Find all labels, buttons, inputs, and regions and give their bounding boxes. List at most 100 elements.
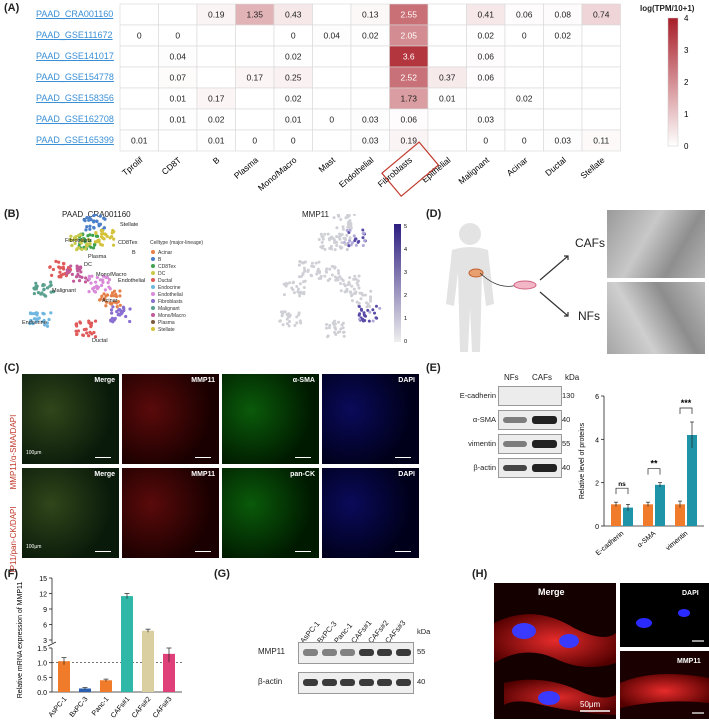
umap-point	[89, 325, 93, 329]
umap-point	[87, 277, 91, 281]
bar	[687, 435, 697, 526]
umap-point	[51, 290, 56, 294]
umap-expression-point	[349, 243, 353, 247]
x-tick: CAFs#2	[131, 696, 153, 720]
umap-expression-point	[285, 282, 289, 286]
umap-expression-point	[295, 284, 299, 288]
umap-cluster-label: Stellate	[120, 222, 138, 228]
heatmap-cell-value: 0.19	[400, 136, 417, 146]
umap-point	[58, 270, 62, 274]
umap-point	[98, 298, 102, 302]
umap-expression-point	[333, 266, 337, 270]
x-tick: CAFs#3	[152, 696, 174, 720]
legend-swatch	[151, 306, 155, 310]
dataset-link[interactable]: PAAD_GSE158356	[36, 93, 114, 103]
heatmap-cell-value: 0.06	[400, 115, 417, 125]
umap-point	[86, 237, 91, 242]
umap-point	[75, 248, 79, 252]
umap-point	[97, 224, 101, 228]
if-tile-title: α-SMA	[292, 377, 315, 384]
umap-expression-point	[357, 304, 361, 308]
umap-point	[78, 266, 82, 270]
umap-expression-point	[316, 267, 320, 271]
umap-point	[49, 311, 53, 315]
cafs-label: CAFs	[575, 236, 605, 250]
umap-expression-point	[356, 279, 360, 283]
heatmap-cell	[543, 45, 583, 68]
umap-expression-point	[312, 265, 316, 269]
heatmap-cell-value: 0.01	[169, 115, 186, 125]
umap-expression-point	[352, 214, 356, 217]
kda-label: kDa	[565, 373, 580, 382]
dataset-link[interactable]: PAAD_GSE111672	[36, 30, 113, 40]
heatmap-cell	[235, 45, 275, 68]
umap-point	[28, 321, 32, 326]
umap-point	[118, 303, 122, 307]
umap-point	[75, 332, 79, 336]
heatmap-cell-value: 0.37	[439, 73, 456, 83]
umap-point	[95, 275, 99, 280]
umap-point	[94, 231, 98, 235]
umap-expression-point	[345, 228, 349, 232]
umap-expression-point	[325, 323, 329, 327]
umap-point	[77, 246, 81, 250]
heatmap-colorbar-title: log(TPM/10+1)	[640, 4, 695, 13]
umap-expression-point	[337, 271, 341, 275]
dataset-link[interactable]: PAAD_GSE141017	[36, 51, 114, 61]
heatmap-cell	[543, 87, 583, 110]
dataset-link[interactable]: PAAD_GSE154778	[36, 72, 114, 82]
umap-expression-point	[301, 280, 305, 284]
umap-expression-point	[299, 321, 303, 325]
bar	[142, 630, 154, 692]
blot-row-label: β-actin	[473, 463, 496, 472]
umap-expression-point	[303, 260, 307, 264]
umap-point	[95, 240, 99, 244]
umap-expression-point	[336, 214, 340, 217]
colorbar-tick: 2	[684, 78, 689, 87]
umap-expression-point	[323, 274, 327, 278]
celltype-label: Endothelial	[337, 155, 376, 190]
umap-expression-point	[280, 314, 284, 318]
umap-expression-point	[349, 294, 353, 298]
umap-expression-point	[317, 237, 321, 241]
human-body-silhouette	[446, 223, 494, 352]
umap-point	[50, 273, 54, 277]
umap-expression-point	[334, 327, 338, 331]
heatmap-cell	[119, 45, 159, 68]
umap-expression-point	[302, 266, 306, 270]
dataset-link[interactable]: PAAD_GSE162708	[36, 114, 114, 124]
umap-point	[57, 275, 61, 279]
bar	[121, 596, 133, 692]
umap-expression-point	[338, 330, 342, 334]
heatmap-cell	[350, 87, 390, 110]
dataset-link[interactable]: PAAD_CRA001160	[36, 9, 114, 19]
umap-expression-point	[361, 228, 365, 232]
umap-legend-item: Endocrine	[158, 285, 181, 291]
y-tick: 0.0	[37, 690, 47, 697]
kda-label: kDa	[417, 627, 431, 636]
dataset-link[interactable]: PAAD_GSE165399	[36, 135, 114, 145]
blot-band-strip	[498, 458, 562, 478]
umap-expression-point	[338, 275, 342, 279]
umap-point	[61, 265, 65, 269]
umap-expression-point	[292, 291, 296, 295]
row2-side-label: MMP11/pan-CK/DAPI	[9, 506, 18, 572]
heatmap-cell-value: 0.04	[169, 52, 186, 62]
umap-point	[87, 218, 91, 222]
umap-expression-point	[281, 310, 285, 314]
legend-swatch	[151, 285, 155, 289]
umap-expression-point	[358, 317, 362, 321]
umap-expression-point	[352, 234, 356, 238]
blot-band	[358, 679, 374, 686]
if-scale-bar	[295, 457, 311, 458]
umap-point	[111, 305, 115, 309]
umap-point	[90, 332, 94, 336]
umap-expression-point	[296, 287, 300, 291]
heatmap-cell	[427, 3, 467, 26]
umap-point	[69, 234, 73, 238]
bar	[643, 504, 653, 526]
umap-point	[105, 275, 110, 280]
umap-point	[40, 291, 44, 295]
heatmap-cell	[466, 87, 506, 110]
umap-expression-point	[345, 289, 349, 293]
